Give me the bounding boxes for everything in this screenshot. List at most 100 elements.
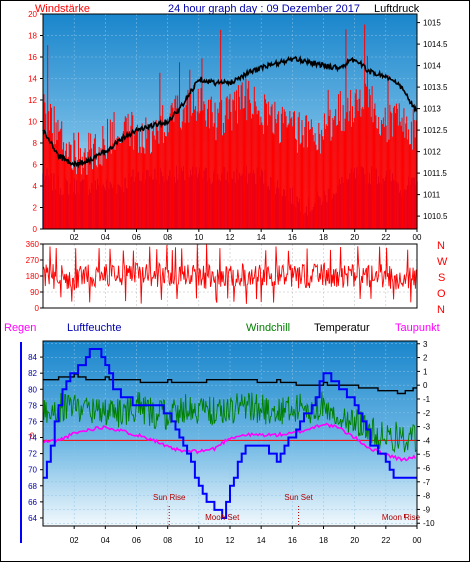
luftdruck-tick-label: 1011 [423, 191, 441, 200]
x-tick-label: 18 [319, 233, 328, 242]
luftfeuchte-tick-label: 74 [28, 434, 37, 443]
dir-label-n1: N [437, 240, 445, 252]
luftfeuchte-tick-label: 76 [28, 417, 37, 426]
direction-tick-label: 90 [30, 288, 39, 297]
temperatur-tick-label: 0 [423, 381, 428, 390]
x-tick-label: 00 [413, 233, 422, 242]
temperatur-line [43, 373, 417, 395]
dir-label-o: O [437, 288, 446, 300]
luftdruck-tick-label: 1013.5 [423, 83, 448, 92]
x-tick-label: 08 [163, 536, 172, 545]
windstaerke-tick-label: 18 [28, 32, 37, 41]
luftfeuchte-tick-label: 84 [28, 353, 37, 362]
windchill-line [42, 391, 417, 454]
temperatur-tick-label: -10 [423, 519, 435, 528]
windchill-series [42, 391, 417, 454]
temperatur-tick-label: -4 [423, 436, 431, 445]
taupunkt-label: Taupunkt [395, 322, 440, 334]
x-tick-label: 06 [132, 233, 141, 242]
luftdruck-tick-label: 1010.5 [423, 212, 448, 221]
luftfeuchte-series [43, 348, 417, 519]
panel3-axes: 64666870727476788082843210-1-2-3-4-5-6-7… [28, 340, 435, 545]
x-tick-label: 10 [194, 233, 203, 242]
luftfeuchte-line [43, 348, 417, 519]
x-tick-label: 04 [101, 536, 110, 545]
x-tick-label: 20 [350, 233, 359, 242]
temperatur-tick-label: 3 [423, 340, 428, 349]
wind-direction-series [42, 244, 417, 304]
x-tick-label: 02 [70, 536, 79, 545]
x-tick-label: 14 [257, 233, 266, 242]
windstaerke-tick-label: 0 [33, 225, 38, 234]
windchill-label: Windchill [246, 322, 290, 334]
x-tick-label: 20 [350, 536, 359, 545]
x-tick-label: 12 [226, 233, 235, 242]
luftdruck-tick-label: 1012.5 [423, 126, 448, 135]
x-tick-label: 18 [319, 536, 328, 545]
temperatur-label: Temperatur [314, 322, 370, 334]
pressure-line [42, 55, 417, 169]
temperatur-tick-label: -5 [423, 450, 431, 459]
luftdruck-tick-label: 1013 [423, 105, 441, 114]
luftdruck-tick-label: 1014 [423, 62, 441, 71]
luftdruck-tick-label: 1014.5 [423, 40, 448, 49]
graph-title: 24 hour graph day : 09 Dezember 2017 [168, 3, 360, 15]
dir-label-w: W [437, 256, 448, 268]
luftdruck-title: Luftdruck [374, 3, 420, 15]
astro-events: Sun Rise Moon Set Sun Set Moon Rise [153, 493, 421, 526]
direction-tick-label: 180 [26, 272, 40, 281]
panel2-axes: 0 90 180 270 360 [26, 240, 418, 313]
direction-tick-label: 270 [26, 256, 40, 265]
windstaerke-tick-label: 6 [33, 161, 38, 170]
x-tick-label: 02 [70, 233, 79, 242]
temperatur-tick-label: -7 [423, 478, 431, 487]
windstaerke-tick-label: 8 [33, 139, 38, 148]
x-tick-label: 10 [194, 536, 203, 545]
x-tick-label: 14 [257, 536, 266, 545]
x-tick-label: 04 [101, 233, 110, 242]
temperatur-series [43, 373, 417, 395]
luftfeuchte-tick-label: 72 [28, 450, 37, 459]
x-tick-label: 16 [288, 536, 297, 545]
panel1-axes: 02 4 6 8 10 12 14 16 18 20 1010.5 1011 1011.5 10 12 101… [28, 10, 448, 242]
x-tick-label: 22 [381, 233, 390, 242]
luftdruck-tick-label: 1011.5 [423, 169, 447, 178]
temperatur-tick-label: -2 [423, 409, 431, 418]
luftfeuchte-tick-label: 78 [28, 401, 37, 410]
event-label: Moon Rise [382, 513, 421, 522]
x-tick-label: 06 [132, 536, 141, 545]
direction-tick-label: 0 [35, 304, 40, 313]
temperatur-tick-label: -3 [423, 423, 431, 432]
regen-zero-label: 0 [29, 431, 34, 441]
taupunkt-series [42, 422, 417, 462]
temperatur-tick-label: -6 [423, 464, 431, 473]
pressure-series [42, 55, 417, 169]
luftfeuchte-tick-label: 80 [28, 385, 37, 394]
windstaerke-tick-label: 10 [28, 118, 37, 127]
windstaerke-tick-label: 20 [28, 10, 37, 19]
wind-direction-line [42, 244, 417, 304]
luftfeuchte-tick-label: 82 [28, 369, 37, 378]
regen-label: Regen [4, 322, 36, 334]
temperatur-tick-label: -8 [423, 492, 431, 501]
windstaerke-tick-label: 14 [28, 75, 37, 84]
luftfeuchte-tick-label: 70 [28, 466, 37, 475]
luftfeuchte-tick-label: 66 [28, 498, 37, 507]
luftdruck-tick-label: 1015 [423, 19, 441, 28]
temperatur-tick-label: 2 [423, 354, 428, 363]
windstaerke-tick-label: 12 [28, 96, 37, 105]
windstaerke-tick-label: 16 [28, 53, 37, 62]
event-label: Sun Rise [153, 493, 186, 502]
luftfeuchte-tick-label: 64 [28, 514, 37, 523]
dir-label-s: S [438, 272, 445, 284]
temperatur-tick-label: -9 [423, 505, 431, 514]
taupunkt-line [42, 422, 417, 462]
windstaerke-tick-label: 4 [33, 182, 38, 191]
x-tick-label: 12 [226, 536, 235, 545]
wind-series [42, 24, 418, 229]
x-tick-label: 00 [413, 536, 422, 545]
x-tick-label: 16 [288, 233, 297, 242]
dir-label-n2: N [437, 304, 445, 316]
event-label: Moon Set [205, 513, 240, 522]
